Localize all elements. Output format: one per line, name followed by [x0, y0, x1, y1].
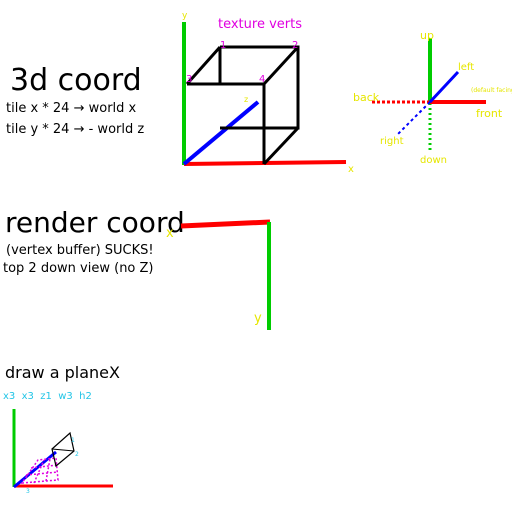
- plane-grid-line: [25, 471, 59, 476]
- section-3d-title: 3d coord: [10, 63, 142, 98]
- compass-front-label: front: [476, 107, 503, 120]
- wireframe-cube: texture verts y x z 1 2 3 4: [182, 11, 354, 175]
- plane-diagram: 1 2 3: [12, 409, 113, 495]
- section-plane-title: draw a planeX: [5, 363, 120, 382]
- compass-down-label: down: [420, 155, 447, 166]
- plane-grid-line: [33, 459, 45, 484]
- plane-grid: [20, 457, 59, 484]
- cube-vertex-1: 1: [220, 40, 226, 51]
- render-y-label: y: [254, 311, 262, 326]
- compass-up-label: up: [420, 29, 434, 42]
- render-x-label: x: [166, 226, 174, 241]
- axis-x-label: x: [348, 164, 354, 175]
- compass-left-line: [428, 70, 460, 104]
- mapping-line-1: tile x * 24 → world x: [6, 101, 137, 116]
- cube-edge-top-left: [185, 46, 222, 85]
- render-note-line-2: top 2 down view (no Z): [3, 261, 154, 276]
- cube-edge-top-right: [262, 45, 300, 86]
- section-render-title: render coord: [5, 206, 185, 239]
- direction-compass: up down left right back front (default f…: [353, 29, 512, 166]
- mapping-line-2: tile y * 24 → - world z: [6, 122, 144, 137]
- compass-back-label: back: [353, 91, 380, 104]
- cube-vertex-2: 2: [292, 40, 298, 51]
- render-note-line-1: (vertex buffer) SUCKS!: [6, 243, 154, 258]
- cube-back-face: [220, 45, 300, 130]
- axis-z-label: z: [244, 95, 248, 104]
- compass-right-label: right: [380, 136, 404, 147]
- cube-edge-bottom-right: [262, 126, 300, 166]
- plane-vertex-3: 3: [26, 488, 30, 495]
- render-x-axis: [180, 219, 271, 229]
- axis-y-label: y: [182, 11, 188, 21]
- plane-params: x3 x3 z1 w3 h2: [3, 391, 92, 402]
- render-axes: x y: [166, 219, 271, 330]
- cube-vertex-3: 3: [186, 74, 192, 85]
- plane-vertex-2: 2: [75, 451, 79, 458]
- compass-right-line: [397, 101, 431, 135]
- plane-grid-line: [30, 464, 58, 469]
- axis-z-line: [182, 100, 260, 166]
- plane-quad-diagonal: [51, 448, 75, 452]
- cube-vertex-4: 4: [259, 74, 265, 85]
- compass-facing-note: (default facing): [471, 87, 512, 94]
- plane-grid-line: [45, 458, 51, 482]
- plane-z-axis: [13, 450, 57, 489]
- compass-left-label: left: [458, 62, 474, 73]
- plane-vertex-1: 1: [71, 437, 75, 444]
- cube-texture-verts-label: texture verts: [218, 17, 302, 32]
